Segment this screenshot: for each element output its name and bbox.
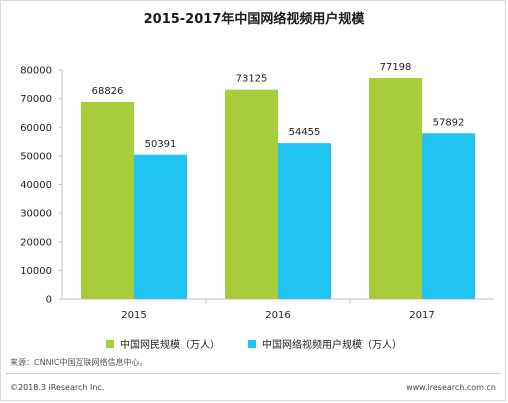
y-tick-label: 20000 — [20, 237, 52, 248]
bar-chart: 0 10000 20000 30000 40000 50000 60000 70000 8000… — [20, 62, 494, 321]
legend-item-internet-users: 中国网民规模（万人） — [106, 336, 220, 351]
legend-swatch-video-users — [248, 339, 256, 348]
bar-internet-users-2015 — [81, 101, 134, 300]
y-tick-label: 60000 — [20, 123, 52, 134]
x-tick-label: 2016 — [265, 310, 290, 321]
data-label-internet-users: 77198 — [380, 62, 412, 73]
footer-divider — [6, 373, 500, 374]
source-note: 来源：CNNIC中国互联网络信息中心。 — [10, 358, 148, 367]
copyright-text: ©2018.3 iResearch Inc. — [10, 383, 105, 392]
x-tick-label: 2015 — [121, 310, 146, 321]
chart-title: 2015-2017年中国网络视频用户规模 — [143, 12, 365, 27]
chart-legend: 中国网民规模（万人） 中国网络视频用户规模（万人） — [0, 336, 508, 351]
x-tick-label: 2017 — [409, 310, 434, 321]
y-tick-label: 40000 — [20, 180, 52, 191]
website-link[interactable]: www.iresearch.com.cn — [406, 383, 496, 392]
data-label-internet-users: 68826 — [92, 86, 124, 97]
y-tick-label: 10000 — [20, 266, 52, 277]
legend-label-internet-users: 中国网民规模（万人） — [120, 340, 220, 351]
legend-item-video-users: 中国网络视频用户规模（万人） — [248, 336, 402, 351]
y-tick-label: 80000 — [20, 66, 52, 77]
data-label-internet-users: 73125 — [236, 74, 268, 85]
bar-internet-users-2017 — [369, 78, 422, 299]
y-tick-label: 50000 — [20, 151, 52, 162]
legend-swatch-internet-users — [106, 339, 114, 348]
legend-label-video-users: 中国网络视频用户规模（万人） — [262, 340, 402, 351]
bar-video-users-2015 — [134, 154, 187, 299]
y-tick-label: 70000 — [20, 94, 52, 105]
bar-internet-users-2016 — [225, 89, 278, 299]
y-tick-label: 30000 — [20, 209, 52, 220]
data-label-video-users: 50391 — [145, 139, 177, 150]
y-tick-label: 0 — [46, 295, 52, 306]
data-label-video-users: 57892 — [433, 117, 465, 128]
bar-video-users-2016 — [278, 143, 331, 299]
data-label-video-users: 54455 — [289, 127, 321, 138]
bar-video-users-2017 — [422, 133, 475, 299]
